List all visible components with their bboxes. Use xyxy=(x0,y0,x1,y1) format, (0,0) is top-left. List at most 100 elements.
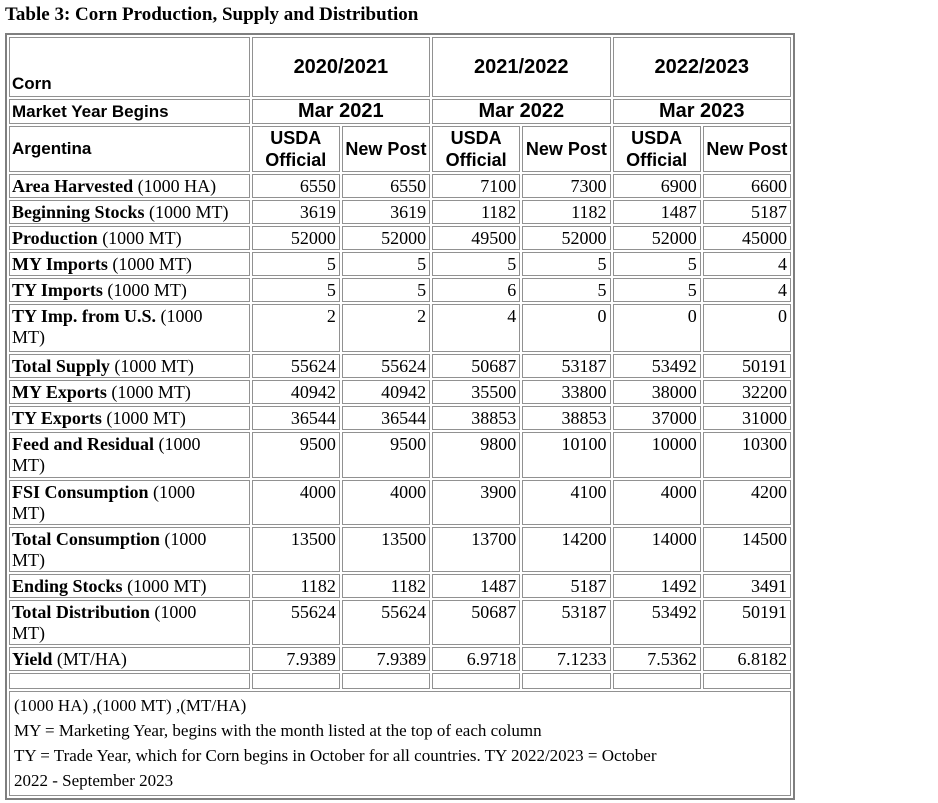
value-cell: 3900 xyxy=(432,480,521,525)
value-cell: 37000 xyxy=(612,406,701,430)
source-header-new-post: New Post xyxy=(702,126,791,172)
footnote-row: (1000 HA) ,(1000 MT) ,(MT/HA) MY = Marke… xyxy=(9,691,791,796)
value-cell: 1182 xyxy=(251,574,340,598)
value-cell: 9500 xyxy=(251,432,340,478)
value-cell: 50687 xyxy=(432,600,521,645)
row-unit: (1000 MT) xyxy=(127,576,207,596)
value-cell: 7300 xyxy=(522,174,611,198)
row-label-text: Feed and Residual xyxy=(12,434,155,454)
empty-cell xyxy=(251,673,340,689)
value-cell: 5 xyxy=(432,252,521,276)
row-unit: (1000 MT) xyxy=(12,602,197,643)
row-unit: (1000 MT) xyxy=(102,228,182,248)
value-cell: 10300 xyxy=(702,432,791,478)
row-label-fsi-consumption: FSI Consumption (1000 MT) xyxy=(9,480,250,525)
row-label-text: Area Harvested xyxy=(12,176,134,196)
row-label-text: FSI Consumption xyxy=(12,482,149,502)
table-row: Feed and Residual (1000 MT) 9500 9500 9800 1… xyxy=(9,432,791,478)
row-unit: (1000 MT) xyxy=(107,280,187,300)
row-unit: (1000 MT) xyxy=(112,254,192,274)
value-cell: 1182 xyxy=(341,574,431,598)
value-cell: 53187 xyxy=(522,600,611,645)
year-header-2022-2023: 2022/2023 xyxy=(612,37,791,97)
header-row-years: Corn 2020/2021 2021/2022 2022/2023 xyxy=(9,37,791,97)
table-row: FSI Consumption (1000 MT) 4000 4000 3900 410… xyxy=(9,480,791,525)
value-cell: 7.5362 xyxy=(612,647,701,671)
value-cell: 38000 xyxy=(612,380,701,404)
value-cell: 7.1233 xyxy=(522,647,611,671)
value-cell: 5 xyxy=(612,278,701,302)
value-cell: 6 xyxy=(432,278,521,302)
value-cell: 36544 xyxy=(251,406,340,430)
value-cell: 6550 xyxy=(251,174,340,198)
table-row: Production (1000 MT) 52000 52000 49500 52000… xyxy=(9,226,791,250)
empty-cell xyxy=(702,673,791,689)
value-cell: 33800 xyxy=(522,380,611,404)
row-label-total-distribution: Total Distribution (1000 MT) xyxy=(9,600,250,645)
table-row: Yield (MT/HA) 7.9389 7.9389 6.9718 7.1233 7.5… xyxy=(9,647,791,671)
source-header-usda-official: USDA Official xyxy=(432,126,521,172)
row-label-my-exports: MY Exports (1000 MT) xyxy=(9,380,250,404)
table-row: Ending Stocks (1000 MT) 1182 1182 1487 5187 1… xyxy=(9,574,791,598)
value-cell: 53492 xyxy=(612,600,701,645)
value-cell: 6900 xyxy=(612,174,701,198)
table-row: TY Imports (1000 MT) 5 5 6 5 5 4 xyxy=(9,278,791,302)
footnote-cell: (1000 HA) ,(1000 MT) ,(MT/HA) MY = Marke… xyxy=(9,691,791,796)
value-cell: 6.8182 xyxy=(702,647,791,671)
row-label-text: TY Exports xyxy=(12,408,102,428)
psd-table: Corn 2020/2021 2021/2022 2022/2023 Marke… xyxy=(5,33,795,800)
table-row: TY Imp. from U.S. (1000 MT) 2 2 4 0 0 0 xyxy=(9,304,791,352)
value-cell: 55624 xyxy=(341,600,431,645)
value-cell: 14000 xyxy=(612,527,701,572)
value-cell: 5187 xyxy=(702,200,791,224)
value-cell: 6550 xyxy=(341,174,431,198)
market-year-mar-2021: Mar 2021 xyxy=(251,99,431,124)
value-cell: 9800 xyxy=(432,432,521,478)
value-cell: 4000 xyxy=(251,480,340,525)
value-cell: 13500 xyxy=(341,527,431,572)
value-cell: 32200 xyxy=(702,380,791,404)
source-header-usda-official: USDA Official xyxy=(612,126,701,172)
value-cell: 52000 xyxy=(341,226,431,250)
value-cell: 2 xyxy=(251,304,340,352)
row-unit: (1000 MT) xyxy=(111,382,191,402)
value-cell: 5187 xyxy=(522,574,611,598)
empty-row xyxy=(9,673,791,689)
value-cell: 3491 xyxy=(702,574,791,598)
row-unit: (1000 MT) xyxy=(12,434,201,475)
row-label-text: Total Distribution xyxy=(12,602,150,622)
value-cell: 4200 xyxy=(702,480,791,525)
value-cell: 31000 xyxy=(702,406,791,430)
value-cell: 53187 xyxy=(522,354,611,378)
table-row: Beginning Stocks (1000 MT) 3619 3619 1182 11… xyxy=(9,200,791,224)
value-cell: 1487 xyxy=(612,200,701,224)
value-cell: 50191 xyxy=(702,354,791,378)
row-unit: (1000 MT) xyxy=(149,202,229,222)
value-cell: 0 xyxy=(702,304,791,352)
row-label-ty-imp-from-u-s: TY Imp. from U.S. (1000 MT) xyxy=(9,304,250,352)
value-cell: 3619 xyxy=(341,200,431,224)
table-row: Total Consumption (1000 MT) 13500 13500 137… xyxy=(9,527,791,572)
row-unit: (1000 MT) xyxy=(12,306,203,347)
value-cell: 55624 xyxy=(251,354,340,378)
table-row: Total Supply (1000 MT) 55624 55624 50687 531… xyxy=(9,354,791,378)
value-cell: 40942 xyxy=(341,380,431,404)
value-cell: 6600 xyxy=(702,174,791,198)
footnote-units: (1000 HA) ,(1000 MT) ,(MT/HA) xyxy=(14,696,247,715)
row-label-text: TY Imports xyxy=(12,280,103,300)
value-cell: 7100 xyxy=(432,174,521,198)
value-cell: 52000 xyxy=(522,226,611,250)
value-cell: 55624 xyxy=(251,600,340,645)
row-label-area-harvested: Area Harvested (1000 HA) xyxy=(9,174,250,198)
row-unit: (1000 MT) xyxy=(12,482,196,523)
value-cell: 4000 xyxy=(612,480,701,525)
row-label-text: TY Imp. from U.S. xyxy=(12,306,157,326)
value-cell: 4000 xyxy=(341,480,431,525)
empty-cell xyxy=(522,673,611,689)
row-label-text: Production xyxy=(12,228,98,248)
source-header-new-post: New Post xyxy=(341,126,431,172)
table-row: Area Harvested (1000 HA) 6550 6550 7100 7300… xyxy=(9,174,791,198)
value-cell: 4 xyxy=(702,252,791,276)
row-label-feed-and-residual: Feed and Residual (1000 MT) xyxy=(9,432,250,478)
value-cell: 5 xyxy=(251,278,340,302)
